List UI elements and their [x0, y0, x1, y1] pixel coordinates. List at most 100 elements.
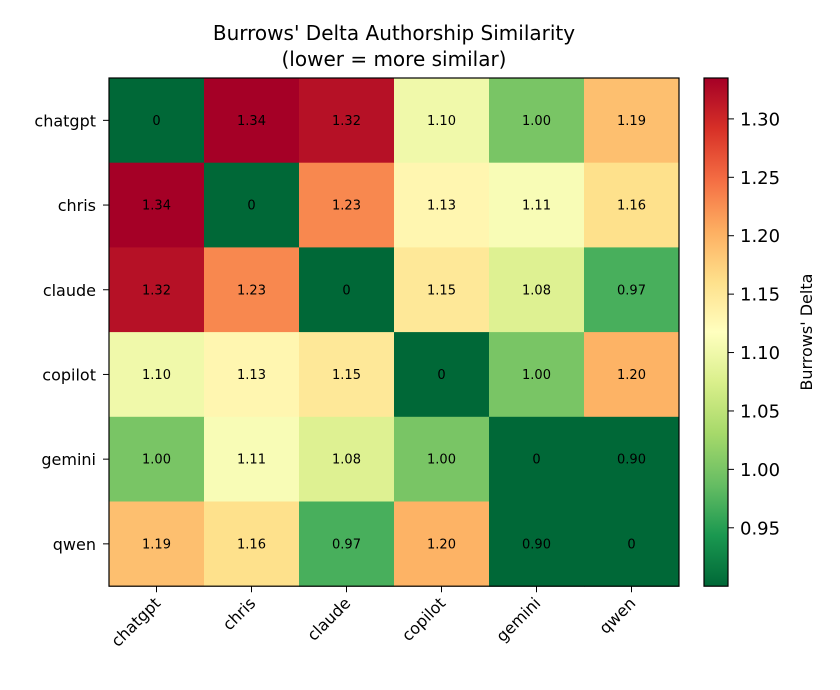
heatmap-cell-qwen-claude [299, 501, 395, 587]
cell-value-label: 1.13 [237, 368, 266, 383]
cell-value-label: 1.34 [142, 199, 171, 214]
cell-value-label: 1.00 [427, 453, 456, 468]
x-tick-label-copilot: copilot [398, 594, 449, 645]
colorbar [703, 77, 729, 587]
heatmap-cell-qwen-qwen [584, 501, 680, 587]
cell-value-label: 1.19 [142, 537, 171, 552]
heatmap-cell-chris-chatgpt [109, 162, 205, 248]
cell-value-label: 1.20 [427, 537, 456, 552]
heatmap-cell-gemini-claude [299, 416, 395, 502]
heatmap-cell-qwen-chatgpt [109, 501, 205, 587]
colorbar-tick-label: 1.00 [740, 460, 780, 481]
heatmap-cell-claude-chris [204, 247, 300, 333]
cell-value-label: 1.00 [142, 453, 171, 468]
cell-value-label: 1.08 [332, 453, 361, 468]
cell-value-label: 1.20 [617, 368, 646, 383]
heatmap-cell-chris-chris [204, 162, 300, 248]
heatmap-cells [109, 78, 680, 587]
colorbar-label: Burrows' Delta [797, 274, 816, 391]
heatmap-cell-chris-claude [299, 162, 395, 248]
cell-value-label: 0 [342, 283, 350, 298]
x-tick-label-chris: chris [219, 594, 260, 635]
cell-value-label: 0 [152, 114, 160, 129]
cell-value-label: 1.23 [332, 199, 361, 214]
y-tick-label-chatgpt: chatgpt [34, 111, 96, 130]
heatmap-cell-copilot-qwen [584, 332, 680, 418]
x-tick-label-qwen: qwen [595, 594, 639, 638]
cell-value-label: 1.13 [427, 199, 456, 214]
cell-value-label: 0 [437, 368, 445, 383]
colorbar-tick-label: 0.95 [740, 518, 780, 539]
heatmap-cell-copilot-chatgpt [109, 332, 205, 418]
cell-value-label: 1.08 [522, 283, 551, 298]
y-tick-label-copilot: copilot [42, 365, 96, 384]
heatmap-cell-chris-qwen [584, 162, 680, 248]
colorbar-tick-label: 1.15 [740, 285, 780, 306]
colorbar-tick-label: 1.25 [740, 168, 780, 189]
cell-value-label: 0.90 [617, 453, 646, 468]
heatmap-cell-gemini-chris [204, 416, 300, 502]
colorbar-tick-label: 1.10 [740, 343, 780, 364]
cell-value-label: 1.32 [142, 283, 171, 298]
x-axis-ticks: chatgpt chris claude copilot gemini qwen [107, 586, 639, 651]
cell-value-label: 1.23 [237, 283, 266, 298]
heatmap-cell-qwen-copilot [394, 501, 490, 587]
cell-value-label: 1.34 [237, 114, 266, 129]
heatmap-cell-chatgpt-gemini [489, 78, 585, 164]
cell-value-label: 1.11 [522, 199, 551, 214]
colorbar-tick-label: 1.20 [740, 226, 780, 247]
cell-value-label: 0 [627, 537, 635, 552]
chart-title: Burrows' Delta Authorship Similarity (lo… [213, 21, 575, 71]
heatmap-cell-claude-qwen [584, 247, 680, 333]
cell-value-label: 1.16 [237, 537, 266, 552]
cell-value-label: 1.00 [522, 114, 551, 129]
heatmap-cell-gemini-copilot [394, 416, 490, 502]
cell-value-label: 1.10 [142, 368, 171, 383]
x-tick-label-claude: claude [303, 594, 354, 645]
heatmap-cell-qwen-chris [204, 501, 300, 587]
chart-title-line-1: Burrows' Delta Authorship Similarity [213, 21, 575, 45]
heatmap-cell-gemini-gemini [489, 416, 585, 502]
y-tick-label-gemini: gemini [41, 450, 96, 469]
colorbar-tick-label: 1.30 [740, 109, 780, 130]
heatmap-cell-chatgpt-claude [299, 78, 395, 164]
cell-value-label: 0.97 [617, 283, 646, 298]
heatmap-cell-copilot-copilot [394, 332, 490, 418]
heatmap-cell-claude-claude [299, 247, 395, 333]
heatmap-cell-copilot-claude [299, 332, 395, 418]
heatmap-cell-chatgpt-copilot [394, 78, 490, 164]
cell-value-label: 0.90 [522, 537, 551, 552]
y-tick-label-claude: claude [43, 281, 96, 300]
cell-value-label: 1.15 [427, 283, 456, 298]
cell-value-label: 0 [532, 453, 540, 468]
heatmap-cell-claude-gemini [489, 247, 585, 333]
y-axis-ticks: chatgpt chris claude copilot gemini qwen [34, 111, 109, 554]
colorbar-tick-label: 1.05 [740, 401, 780, 422]
heatmap-cell-gemini-qwen [584, 416, 680, 502]
heatmap-cell-labels: 0 1.34 1.32 1.10 1.00 1.19 1.34 0 1.23 1.13 1.11 1.… [142, 114, 646, 552]
heatmap-cell-chatgpt-qwen [584, 78, 680, 164]
cell-value-label: 1.10 [427, 114, 456, 129]
cell-value-label: 1.16 [617, 199, 646, 214]
heatmap-cell-chatgpt-chris [204, 78, 300, 164]
cell-value-label: 1.15 [332, 368, 361, 383]
colorbar-ticks: 0.95 1.00 1.05 1.10 1.15 1.20 1.25 1.30 [728, 109, 780, 539]
cell-value-label: 0 [247, 199, 255, 214]
plot-frame [108, 77, 680, 587]
heatmap-cell-copilot-chris [204, 332, 300, 418]
heatmap-cell-claude-copilot [394, 247, 490, 333]
heatmap-cell-gemini-chatgpt [109, 416, 205, 502]
cell-value-label: 1.19 [617, 114, 646, 129]
y-tick-label-qwen: qwen [53, 535, 96, 554]
heatmap-cell-chatgpt-chatgpt [109, 78, 205, 164]
cell-value-label: 1.32 [332, 114, 361, 129]
heatmap-cell-chris-copilot [394, 162, 490, 248]
cell-value-label: 1.00 [522, 368, 551, 383]
x-tick-label-gemini: gemini [492, 594, 544, 646]
heatmap-cell-qwen-gemini [489, 501, 585, 587]
chart-title-line-2: (lower = more similar) [282, 47, 507, 71]
x-tick-label-chatgpt: chatgpt [107, 594, 164, 651]
cell-value-label: 0.97 [332, 537, 361, 552]
y-tick-label-chris: chris [58, 196, 96, 215]
